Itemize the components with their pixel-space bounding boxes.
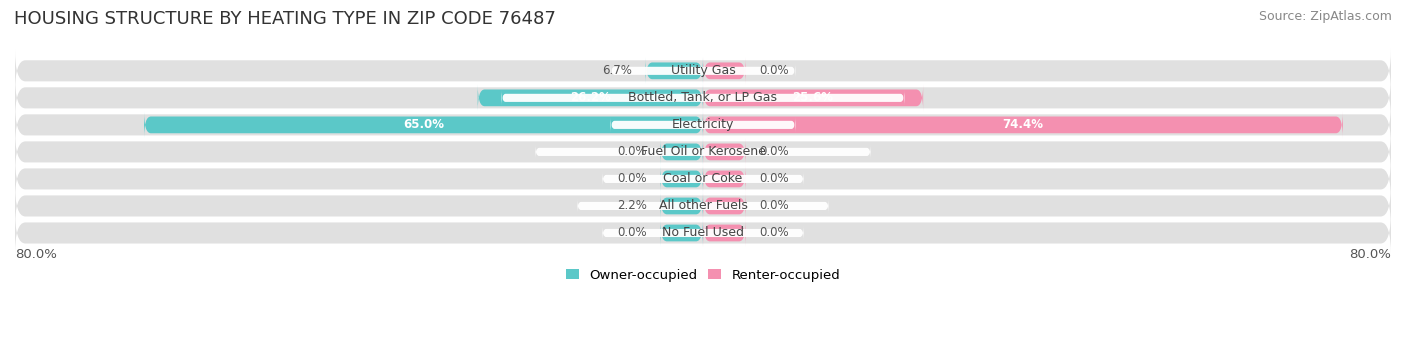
Text: 0.0%: 0.0% [759,64,789,77]
FancyBboxPatch shape [703,85,924,111]
FancyBboxPatch shape [602,225,804,241]
FancyBboxPatch shape [15,103,1391,147]
FancyBboxPatch shape [478,85,703,111]
FancyBboxPatch shape [143,112,703,138]
Text: All other Fuels: All other Fuels [658,199,748,212]
Text: 25.6%: 25.6% [793,91,834,104]
FancyBboxPatch shape [15,157,1391,201]
FancyBboxPatch shape [602,171,804,187]
FancyBboxPatch shape [659,193,703,219]
FancyBboxPatch shape [703,166,747,192]
Text: 65.0%: 65.0% [404,118,444,131]
FancyBboxPatch shape [536,144,870,160]
FancyBboxPatch shape [610,63,796,79]
FancyBboxPatch shape [645,58,703,84]
Text: 6.7%: 6.7% [603,64,633,77]
Text: 0.0%: 0.0% [759,173,789,186]
FancyBboxPatch shape [15,76,1391,120]
Text: 0.0%: 0.0% [759,199,789,212]
FancyBboxPatch shape [703,220,747,246]
FancyBboxPatch shape [576,198,830,214]
FancyBboxPatch shape [703,112,1343,138]
FancyBboxPatch shape [703,139,747,165]
Text: 0.0%: 0.0% [759,145,789,159]
FancyBboxPatch shape [703,58,747,84]
FancyBboxPatch shape [15,184,1391,228]
Text: 0.0%: 0.0% [617,226,647,239]
Text: No Fuel Used: No Fuel Used [662,226,744,239]
Text: 74.4%: 74.4% [1002,118,1043,131]
FancyBboxPatch shape [703,193,747,219]
Text: 0.0%: 0.0% [617,145,647,159]
Text: 0.0%: 0.0% [617,173,647,186]
FancyBboxPatch shape [502,90,904,106]
FancyBboxPatch shape [659,139,703,165]
Text: Bottled, Tank, or LP Gas: Bottled, Tank, or LP Gas [628,91,778,104]
Text: 80.0%: 80.0% [1350,248,1391,261]
Legend: Owner-occupied, Renter-occupied: Owner-occupied, Renter-occupied [560,264,846,287]
Text: 2.2%: 2.2% [617,199,647,212]
FancyBboxPatch shape [659,220,703,246]
FancyBboxPatch shape [610,117,796,133]
Text: 26.2%: 26.2% [569,91,610,104]
Text: Electricity: Electricity [672,118,734,131]
Text: Coal or Coke: Coal or Coke [664,173,742,186]
Text: HOUSING STRUCTURE BY HEATING TYPE IN ZIP CODE 76487: HOUSING STRUCTURE BY HEATING TYPE IN ZIP… [14,10,555,28]
FancyBboxPatch shape [15,211,1391,255]
FancyBboxPatch shape [15,130,1391,174]
FancyBboxPatch shape [659,166,703,192]
Text: 0.0%: 0.0% [759,226,789,239]
FancyBboxPatch shape [15,49,1391,93]
Text: Source: ZipAtlas.com: Source: ZipAtlas.com [1258,10,1392,23]
Text: Fuel Oil or Kerosene: Fuel Oil or Kerosene [641,145,765,159]
Text: 80.0%: 80.0% [15,248,56,261]
Text: Utility Gas: Utility Gas [671,64,735,77]
